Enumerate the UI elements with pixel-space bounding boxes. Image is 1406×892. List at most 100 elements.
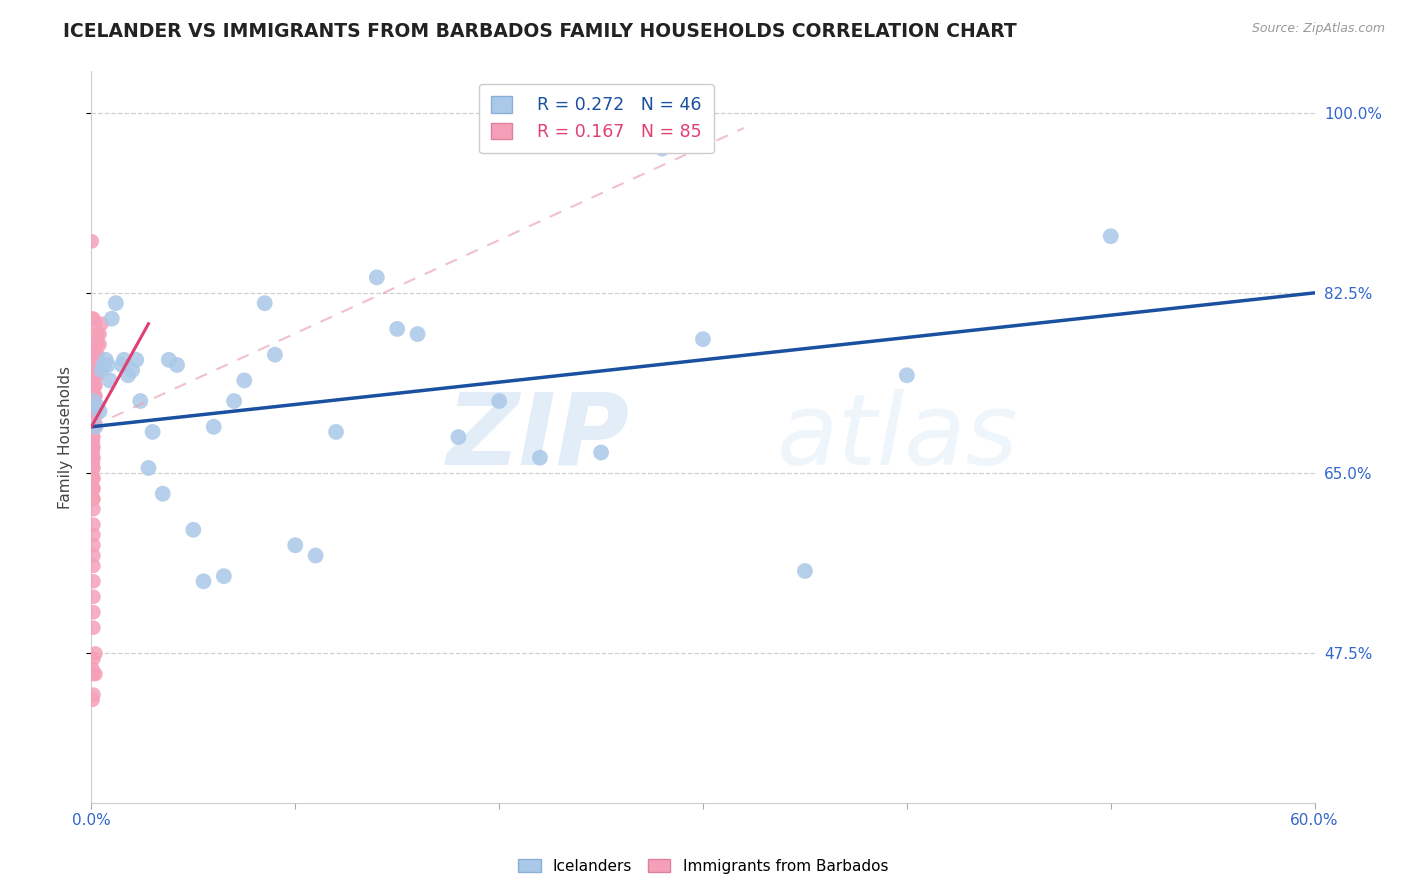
Point [591, 445, 613, 459]
Point [82, 482, 104, 496]
Point [83, 399, 105, 413]
Point [84, 419, 107, 434]
Point [82, 558, 104, 573]
Point [82, 389, 104, 403]
Point [82, 471, 104, 485]
Point [82, 574, 104, 589]
Point [82, 435, 104, 450]
Point [84, 348, 107, 362]
Point [83, 358, 105, 372]
Point [253, 296, 276, 310]
Point [157, 352, 180, 367]
Point [98, 373, 121, 387]
Point [84, 409, 107, 424]
Point [82, 450, 104, 465]
Point [82, 662, 104, 676]
Point [94, 352, 117, 367]
Point [82, 538, 104, 552]
Point [84, 389, 107, 403]
Point [84, 337, 107, 351]
Point [111, 358, 134, 372]
Point [488, 394, 510, 409]
Point [83, 409, 105, 424]
Point [325, 425, 347, 439]
Point [793, 564, 815, 578]
Point [82, 549, 104, 563]
Point [82, 368, 104, 383]
Point [82, 394, 104, 409]
Point [141, 425, 163, 439]
Point [89, 327, 111, 342]
Point [82, 399, 104, 413]
Text: atlas: atlas [776, 389, 1018, 485]
Point [83, 368, 105, 383]
Point [82, 471, 104, 485]
Point [117, 368, 139, 383]
Point [112, 352, 135, 367]
Point [80, 337, 103, 351]
Point [101, 311, 124, 326]
Point [82, 590, 104, 604]
Point [82, 394, 104, 409]
Point [447, 430, 470, 444]
Point [82, 337, 104, 351]
Point [212, 569, 235, 583]
Point [166, 358, 188, 372]
Point [82, 389, 104, 403]
Text: Source: ZipAtlas.com: Source: ZipAtlas.com [1251, 22, 1385, 36]
Point [82, 415, 104, 429]
Point [82, 404, 104, 418]
Point [82, 688, 104, 702]
Point [82, 456, 104, 470]
Point [406, 327, 429, 342]
Point [80, 348, 103, 362]
Point [82, 399, 104, 413]
Point [84, 317, 107, 331]
Y-axis label: Family Households: Family Households [58, 366, 73, 508]
Point [80, 235, 103, 249]
Point [89, 404, 111, 418]
Point [90, 363, 112, 377]
Point [83, 389, 105, 403]
Point [104, 296, 127, 310]
Point [84, 368, 107, 383]
Point [84, 667, 107, 681]
Point [82, 430, 104, 444]
Point [82, 491, 104, 506]
Point [82, 419, 104, 434]
Point [82, 430, 104, 444]
Point [82, 378, 104, 392]
Point [233, 373, 256, 387]
Point [284, 538, 307, 552]
Point [222, 394, 246, 409]
Point [651, 142, 673, 156]
Point [82, 517, 104, 532]
Point [125, 352, 148, 367]
Point [152, 487, 174, 501]
Point [138, 461, 160, 475]
Point [86, 368, 108, 383]
Point [82, 528, 104, 542]
Point [82, 502, 104, 516]
Point [692, 332, 714, 346]
Point [83, 419, 105, 434]
Legend:   R = 0.272   N = 46,   R = 0.167   N = 85: R = 0.272 N = 46, R = 0.167 N = 85 [479, 84, 714, 153]
Point [82, 605, 104, 619]
Point [193, 574, 215, 589]
Point [529, 450, 551, 465]
Point [82, 311, 104, 326]
Point [82, 378, 104, 392]
Point [82, 461, 104, 475]
Point [83, 378, 105, 392]
Point [86, 358, 108, 372]
Point [86, 399, 108, 413]
Point [82, 450, 104, 465]
Point [90, 317, 112, 331]
Point [82, 461, 104, 475]
Point [82, 482, 104, 496]
Point [82, 621, 104, 635]
Point [84, 647, 107, 661]
Point [83, 337, 105, 351]
Point [896, 368, 918, 383]
Point [89, 337, 111, 351]
